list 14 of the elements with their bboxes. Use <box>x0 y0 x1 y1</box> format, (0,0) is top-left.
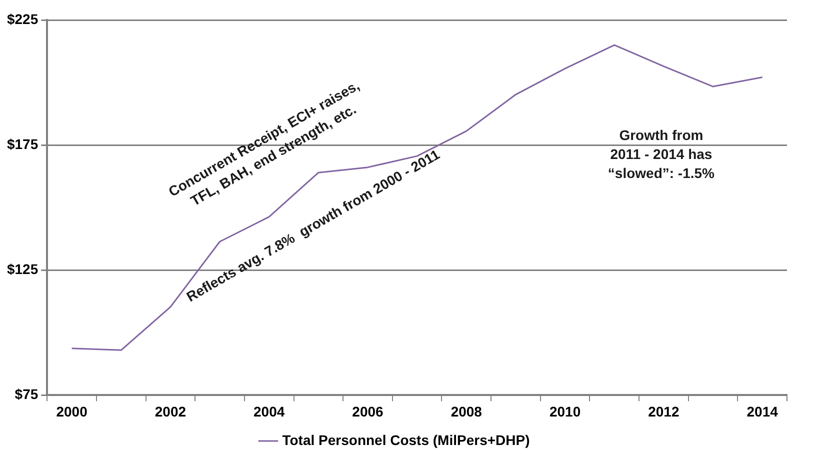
x-tick-label: 2006 <box>352 403 384 420</box>
legend-label: Total Personnel Costs (MilPers+DHP) <box>282 432 530 448</box>
x-tick-label: 2012 <box>648 403 680 420</box>
x-tick-label: 2014 <box>746 403 778 420</box>
x-tick-label: 2010 <box>549 403 581 420</box>
x-tick-label: 2008 <box>450 403 482 420</box>
y-tick-label: $225 <box>6 10 38 27</box>
y-tick-label: $125 <box>6 260 38 277</box>
annotation: Growth from 2011 - 2014 has “slowed”: -1.5% <box>608 126 716 181</box>
x-tick-label: 2000 <box>56 403 88 420</box>
y-tick-label: $175 <box>6 136 38 152</box>
x-tick-label: 2002 <box>154 403 186 420</box>
x-tick-label: 2004 <box>254 403 285 420</box>
y-tick-label: $75 <box>14 386 38 402</box>
